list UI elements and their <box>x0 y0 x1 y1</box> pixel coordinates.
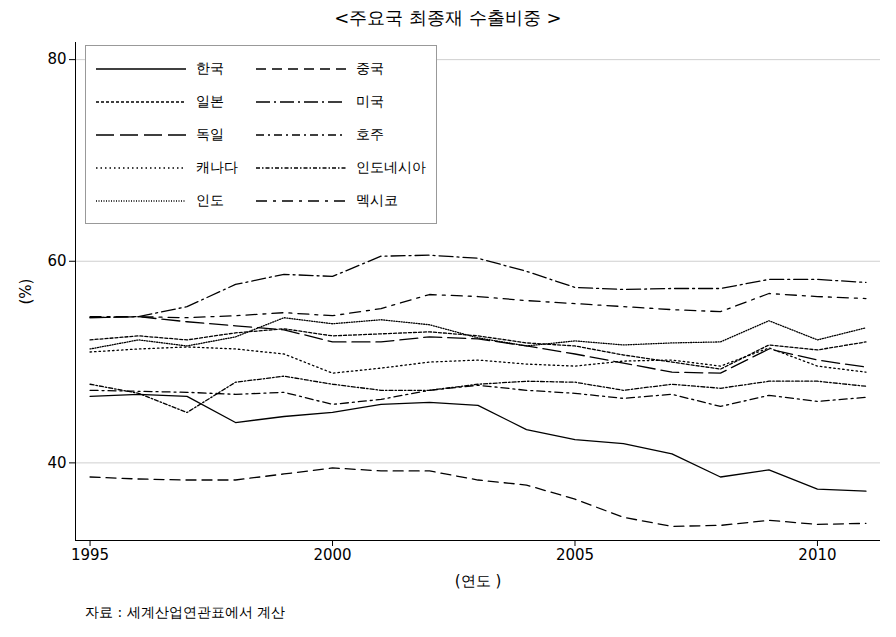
svg-text:80: 80 <box>47 50 66 68</box>
html-text:일본: 일본 <box>196 92 224 109</box>
html-text:한국: 한국 <box>196 59 224 76</box>
svg-text:1995: 1995 <box>71 546 109 564</box>
svg-text:2010: 2010 <box>798 546 836 564</box>
html-text:자료 : 세계산업연관표에서 계산: 자료 : 세계산업연관표에서 계산 <box>85 604 286 620</box>
html-text:멕시코: 멕시코 <box>356 191 398 208</box>
svg-text:2000: 2000 <box>313 546 351 564</box>
svg-text:60: 60 <box>47 252 66 270</box>
svg-text:(%): (%) <box>17 279 35 305</box>
svg-text:40: 40 <box>47 454 66 472</box>
html-text:중국: 중국 <box>356 59 384 76</box>
svg-text:2005: 2005 <box>556 546 594 564</box>
html-text:캐나다: 캐나다 <box>196 158 238 175</box>
html-text:<주요국 최종재 수출비중 >: <주요국 최종재 수출비중 > <box>334 7 562 28</box>
html-text:인도네시아: 인도네시아 <box>356 158 426 175</box>
html-text:호주: 호주 <box>356 125 384 142</box>
html-text:미국: 미국 <box>356 92 384 109</box>
svg-text:(연도 ): (연도 ) <box>455 572 501 590</box>
html-text:독일: 독일 <box>196 125 224 142</box>
html-text:인도: 인도 <box>196 191 224 208</box>
